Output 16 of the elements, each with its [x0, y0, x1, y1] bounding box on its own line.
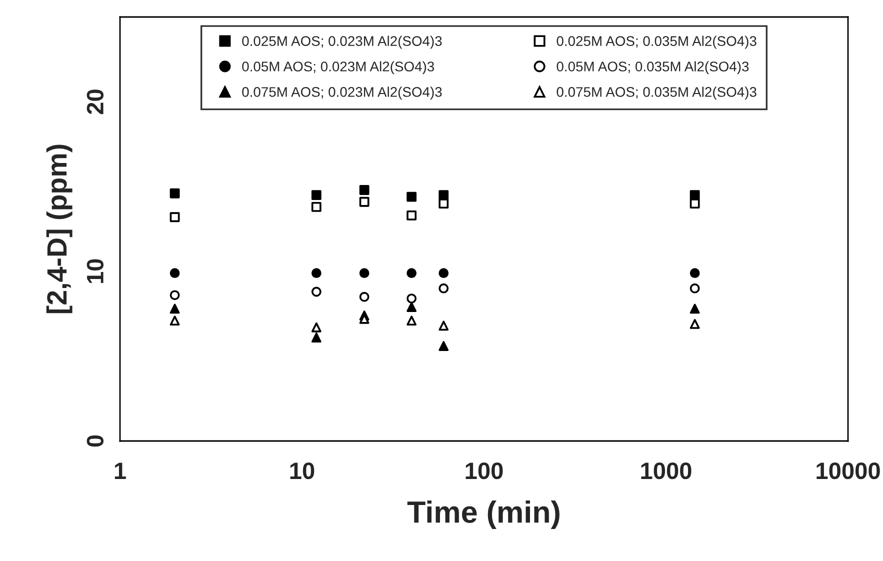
- y-tick-label: 0: [86, 435, 104, 447]
- x-tick-label: 1000: [641, 462, 692, 480]
- legend-label: 0.025M AOS; 0.023M Al2(SO4)3: [242, 36, 442, 49]
- x-tick-label: 10000: [816, 462, 880, 480]
- x-tick-label: 10: [290, 462, 314, 480]
- legend-label: 0.075M AOS; 0.035M Al2(SO4)3: [556, 86, 756, 100]
- y-tick-label: 10: [86, 259, 104, 284]
- legend-label: 0.05M AOS; 0.023M Al2(SO4)3: [242, 61, 434, 74]
- legend-label: 0.075M AOS; 0.023M Al2(SO4)3: [242, 86, 442, 100]
- y-tick-label: 20: [86, 90, 104, 114]
- y-axis-title: [2,4-D] (ppm): [46, 144, 72, 314]
- legend-label: 0.05M AOS; 0.035M Al2(SO4)3: [556, 61, 749, 74]
- legend-label: 0.025M AOS; 0.035M Al2(SO4)3: [556, 36, 756, 49]
- x-axis-title: Time (min): [407, 500, 560, 529]
- x-tick-label: 100: [466, 462, 503, 480]
- x-tick-label: 1: [114, 462, 126, 479]
